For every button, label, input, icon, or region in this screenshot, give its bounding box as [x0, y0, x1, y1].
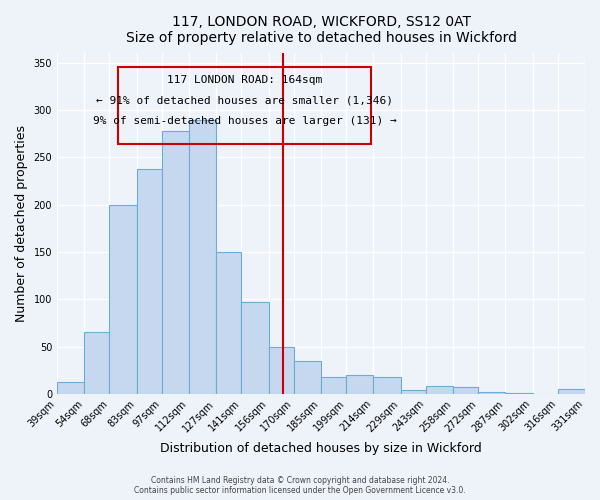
Text: 117 LONDON ROAD: 164sqm: 117 LONDON ROAD: 164sqm [167, 76, 322, 86]
Bar [84, 332, 109, 394]
Bar [137, 168, 162, 394]
Bar [426, 386, 453, 394]
Bar [241, 302, 269, 394]
Bar [453, 387, 478, 394]
Bar [558, 389, 585, 394]
Text: 9% of semi-detached houses are larger (131) →: 9% of semi-detached houses are larger (1… [92, 116, 397, 126]
Y-axis label: Number of detached properties: Number of detached properties [15, 125, 28, 322]
Text: Contains HM Land Registry data © Crown copyright and database right 2024.
Contai: Contains HM Land Registry data © Crown c… [134, 476, 466, 495]
Bar [373, 377, 401, 394]
X-axis label: Distribution of detached houses by size in Wickford: Distribution of detached houses by size … [160, 442, 482, 455]
Bar [109, 204, 137, 394]
Bar [505, 393, 533, 394]
Bar [321, 377, 346, 394]
Bar [216, 252, 241, 394]
Bar [269, 348, 294, 394]
Text: ← 91% of detached houses are smaller (1,346): ← 91% of detached houses are smaller (1,… [96, 96, 393, 106]
Bar [57, 382, 84, 394]
Bar [346, 375, 373, 394]
Bar [162, 131, 189, 394]
Bar [401, 390, 426, 394]
Bar [294, 360, 321, 394]
Title: 117, LONDON ROAD, WICKFORD, SS12 0AT
Size of property relative to detached house: 117, LONDON ROAD, WICKFORD, SS12 0AT Siz… [125, 15, 517, 45]
Bar [478, 392, 505, 394]
Bar [189, 120, 216, 394]
